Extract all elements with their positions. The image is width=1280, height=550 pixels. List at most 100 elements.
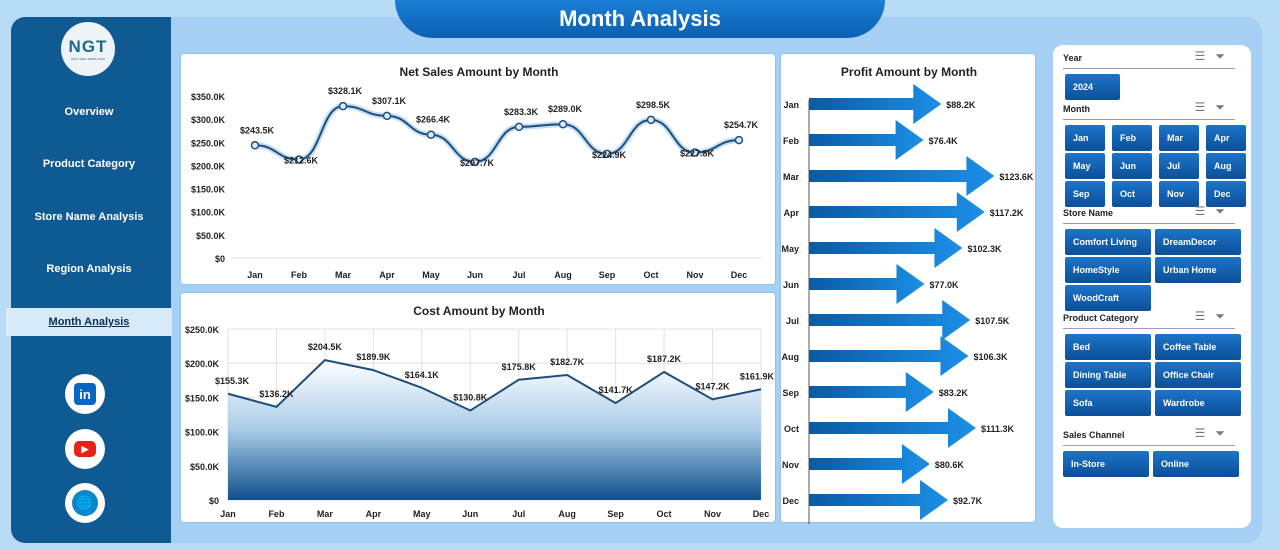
- data-label: $289.0K: [548, 104, 583, 114]
- y-tick-label: Nov: [782, 460, 799, 470]
- profit-arrow-bar: [809, 156, 995, 196]
- category-slicer-item[interactable]: Coffee Table: [1155, 334, 1241, 360]
- multi-select-icon[interactable]: ☰: [1194, 100, 1216, 114]
- multi-select-icon[interactable]: ☰: [1194, 426, 1216, 440]
- website-button[interactable]: 🌐: [65, 483, 105, 523]
- channel-slicer-title: Sales Channel: [1063, 430, 1125, 440]
- category-slicer-item[interactable]: Dining Table: [1065, 362, 1151, 388]
- nav-overview[interactable]: Overview: [64, 106, 114, 118]
- data-point: [734, 135, 744, 145]
- y-tick-label: $150.0K: [191, 185, 226, 195]
- month-slicer-item[interactable]: Dec: [1206, 181, 1246, 207]
- category-slicer-item[interactable]: Office Chair: [1155, 362, 1241, 388]
- y-tick-label: $200.0K: [191, 161, 226, 171]
- month-slicer-item[interactable]: Nov: [1159, 181, 1199, 207]
- nav-region-analysis[interactable]: Region Analysis: [46, 263, 132, 275]
- series-area: [228, 360, 761, 500]
- x-tick-label: Jul: [512, 270, 525, 280]
- store-slicer-item[interactable]: HomeStyle: [1065, 257, 1151, 283]
- y-tick-label: $0: [209, 496, 219, 506]
- store-slicer-title: Store Name: [1063, 208, 1114, 218]
- profit-chart-panel: Profit Amount by Month Jan $88.2K Feb $76.4K…: [780, 53, 1036, 526]
- store-slicer-divider: [1063, 223, 1235, 224]
- data-label: $254.7K: [724, 120, 759, 130]
- linkedin-button[interactable]: in: [65, 374, 105, 414]
- month-slicer-item[interactable]: Mar: [1159, 125, 1199, 151]
- multi-select-icon[interactable]: ☰: [1194, 204, 1216, 218]
- month-slicer-item[interactable]: Oct: [1112, 181, 1152, 207]
- clear-filter-icon[interactable]: ⏷: [1215, 49, 1235, 63]
- x-tick-label: Nov: [704, 509, 721, 519]
- channel-slicer-item[interactable]: In-Store: [1063, 451, 1149, 477]
- data-label: $76.4K: [929, 136, 959, 146]
- x-tick-label: Nov: [686, 270, 703, 280]
- data-label: $147.2K: [695, 381, 730, 391]
- multi-select-icon[interactable]: ☰: [1194, 309, 1216, 323]
- logo: NGT NEXT GEN TEMPLATES: [61, 22, 115, 76]
- data-label: $141.7K: [599, 385, 634, 395]
- month-slicer-item[interactable]: Jan: [1065, 125, 1105, 151]
- store-slicer-item[interactable]: DreamDecor: [1155, 229, 1241, 255]
- data-label: $83.2K: [939, 388, 969, 398]
- data-label: $227.8K: [680, 149, 715, 159]
- month-slicer-item[interactable]: Jun: [1112, 153, 1152, 179]
- data-label: $207.7K: [460, 158, 495, 168]
- month-slicer-item[interactable]: Aug: [1206, 153, 1246, 179]
- profit-arrow-bar: [809, 264, 925, 304]
- nav-month-analysis[interactable]: Month Analysis: [6, 308, 172, 336]
- category-slicer-title: Product Category: [1063, 313, 1139, 323]
- x-tick-label: May: [413, 509, 431, 519]
- month-slicer-item[interactable]: Jul: [1159, 153, 1199, 179]
- month-slicer-item[interactable]: Sep: [1065, 181, 1105, 207]
- y-tick-label: May: [781, 244, 799, 254]
- clear-filter-icon[interactable]: ⏷: [1215, 100, 1235, 114]
- globe-icon: 🌐: [72, 490, 98, 516]
- store-slicer-icons: ☰⏷: [1195, 204, 1235, 219]
- data-label: $243.5K: [240, 125, 275, 135]
- y-tick-label: $50.0K: [190, 462, 220, 472]
- data-point: [382, 111, 392, 121]
- category-slicer-item[interactable]: Wardrobe: [1155, 390, 1241, 416]
- month-slicer-item[interactable]: Apr: [1206, 125, 1246, 151]
- year-slicer-item[interactable]: 2024: [1065, 74, 1120, 100]
- data-label: $204.5K: [308, 342, 343, 352]
- profit-arrow-bar: [809, 408, 976, 448]
- x-tick-label: Dec: [731, 270, 748, 280]
- data-point: [690, 148, 700, 157]
- nav-store-name-analysis[interactable]: Store Name Analysis: [34, 211, 144, 223]
- category-slicer-item[interactable]: Bed: [1065, 334, 1151, 360]
- store-slicer-item[interactable]: WoodCraft: [1065, 285, 1151, 311]
- chart-title: Net Sales Amount by Month: [400, 65, 559, 79]
- data-label: $307.1K: [372, 96, 407, 106]
- month-slicer-item[interactable]: Feb: [1112, 125, 1152, 151]
- category-slicer-item[interactable]: Sofa: [1065, 390, 1151, 416]
- data-label: $161.9K: [740, 371, 775, 381]
- data-label: $88.2K: [946, 100, 976, 110]
- x-tick-label: Dec: [753, 509, 770, 519]
- data-label: $80.6K: [935, 460, 965, 470]
- x-tick-label: Apr: [379, 270, 395, 280]
- data-point: [646, 115, 656, 125]
- clear-filter-icon[interactable]: ⏷: [1215, 426, 1235, 440]
- channel-slicer-item[interactable]: Online: [1153, 451, 1239, 477]
- y-tick-label: Dec: [782, 496, 799, 506]
- data-label: $106.3K: [973, 352, 1008, 362]
- x-tick-label: Oct: [643, 270, 658, 280]
- y-tick-label: Jun: [783, 280, 799, 290]
- month-slicer-item[interactable]: May: [1065, 153, 1105, 179]
- data-label: $77.0K: [930, 280, 960, 290]
- y-tick-label: $50.0K: [196, 231, 226, 241]
- store-slicer-item[interactable]: Urban Home: [1155, 257, 1241, 283]
- x-tick-label: Mar: [317, 509, 334, 519]
- clear-filter-icon[interactable]: ⏷: [1215, 204, 1235, 218]
- multi-select-icon[interactable]: ☰: [1194, 49, 1216, 63]
- nav-product-category[interactable]: Product Category: [42, 158, 136, 170]
- data-point: [558, 119, 568, 129]
- chart-title: Profit Amount by Month: [841, 65, 977, 79]
- data-label: $111.3K: [981, 424, 1015, 434]
- store-slicer-item[interactable]: Comfort Living: [1065, 229, 1151, 255]
- youtube-button[interactable]: ▶: [65, 429, 105, 469]
- clear-filter-icon[interactable]: ⏷: [1215, 309, 1235, 323]
- net-sales-chart: Net Sales Amount by Month $0 $50.0K $100.0K…: [191, 65, 761, 280]
- profit-arrow-bar: [809, 120, 924, 160]
